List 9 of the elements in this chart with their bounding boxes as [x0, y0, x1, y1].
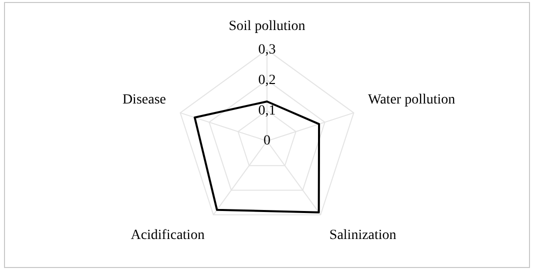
y-tick-label: 0 [264, 134, 270, 149]
spoke-label: Disease [122, 92, 166, 108]
spoke-label: Salinization [329, 228, 396, 243]
spoke-label: Water pollution [368, 92, 456, 108]
spoke-label: Acidification [130, 228, 205, 243]
spoke-label: Soil pollution [228, 19, 306, 34]
y-tick-label: 0,3 [258, 42, 276, 58]
y-tick-label: 0,1 [258, 103, 276, 118]
y-tick-label: 0,2 [258, 72, 276, 88]
